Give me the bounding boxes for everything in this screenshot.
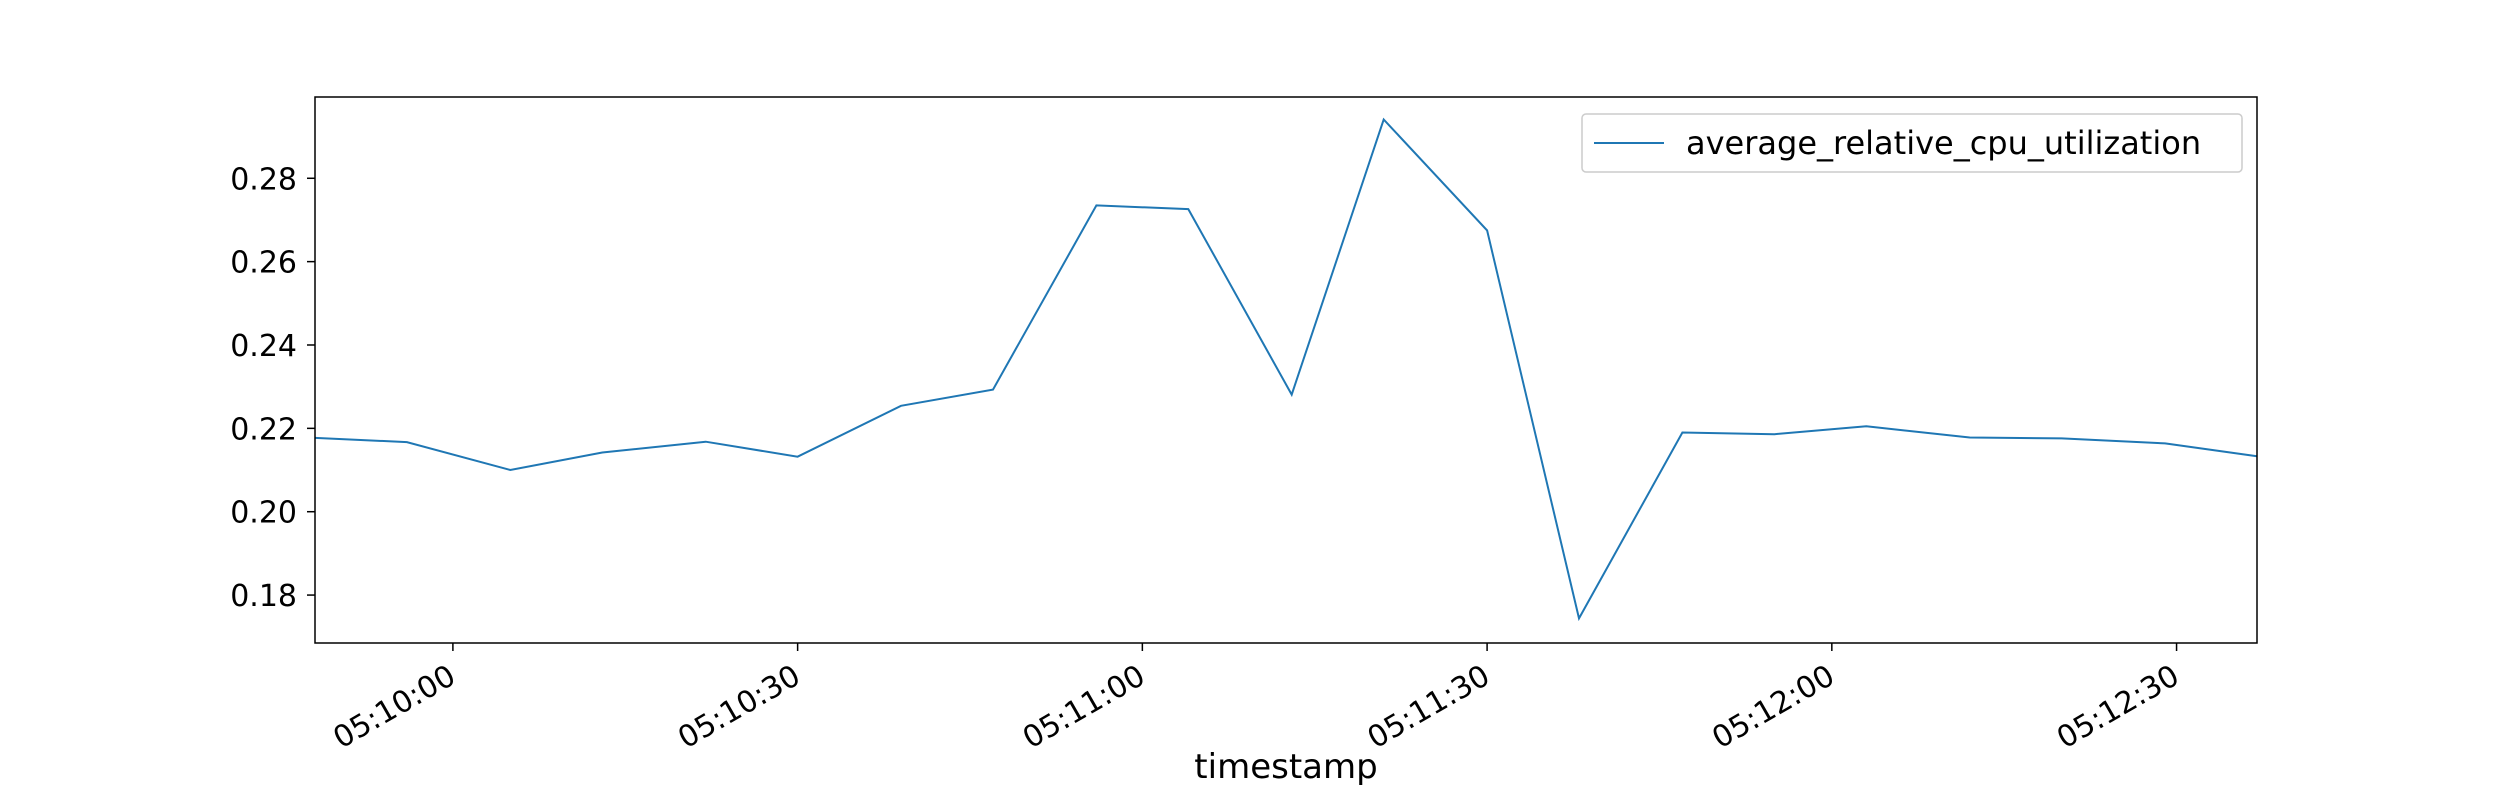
y-tick-label: 0.22 [230,412,297,447]
legend: average_relative_cpu_utilization [1581,113,2243,173]
plot-area [314,117,2258,622]
legend-label: average_relative_cpu_utilization [1686,124,2201,162]
x-tick-label: 05:12:30 [2051,658,2185,756]
y-tick-label: 0.18 [230,579,297,614]
x-tick-label: 05:11:00 [1017,658,1151,756]
plot-frame [314,96,2258,644]
x-axis-label: timestamp [1194,747,1377,787]
x-tick-label: 05:10:00 [327,658,461,756]
y-tick-label: 0.24 [230,329,297,364]
y-tick-label: 0.28 [230,162,297,197]
y-axis: 0.18 0.20 0.22 0.24 0.26 0.28 [230,162,315,614]
series-line-0 [314,117,2258,622]
x-tick-label: 05:12:00 [1706,658,1840,756]
x-axis: 05:10:00 05:10:30 05:11:00 05:11:30 05:12:00… [327,643,2185,756]
legend-box [1581,113,2243,173]
x-tick-label: 05:10:30 [672,658,806,756]
x-tick-label: 05:11:30 [1362,658,1496,756]
y-tick-label: 0.26 [230,246,297,281]
y-tick-label: 0.20 [230,496,297,531]
